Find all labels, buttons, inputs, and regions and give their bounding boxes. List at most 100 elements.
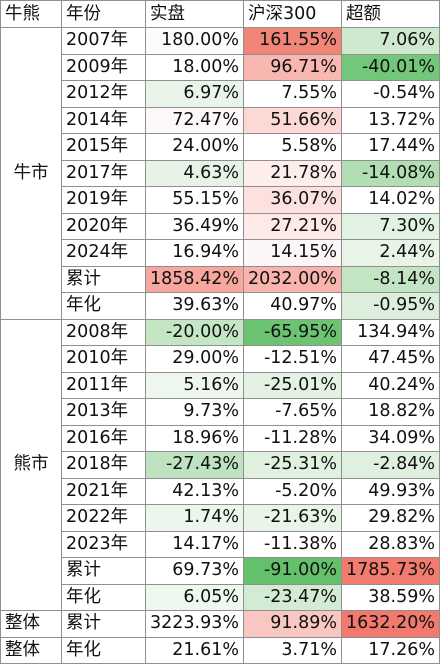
excess-cell[interactable]: 7.06% [340,27,440,55]
hs300-cell[interactable]: -25.31% [242,451,342,479]
year-cell[interactable]: 2012年 [61,80,146,108]
header-cell-hs300[interactable]: 沪深300 [242,0,342,28]
shipan-cell[interactable]: 36.49% [144,212,244,240]
shipan-cell[interactable]: 21.61% [144,636,244,664]
hs300-cell[interactable]: 5.58% [242,133,342,161]
shipan-cell[interactable]: 3223.93% [144,610,244,638]
excess-cell[interactable]: 1785.73% [340,557,440,585]
hs300-cell[interactable]: 91.89% [242,610,342,638]
year-cell[interactable]: 2024年 [61,239,146,267]
shipan-cell[interactable]: 18.96% [144,424,244,452]
shipan-cell[interactable]: 72.47% [144,106,244,134]
group-label-cell[interactable]: 熊市 [0,318,63,611]
shipan-cell[interactable]: 6.05% [144,583,244,611]
hs300-cell[interactable]: 3.71% [242,636,342,664]
year-cell[interactable]: 2022年 [61,504,146,532]
year-cell[interactable]: 2023年 [61,530,146,558]
hs300-cell[interactable]: 27.21% [242,212,342,240]
header-cell-year[interactable]: 年份 [61,0,146,28]
excess-cell[interactable]: 40.24% [340,371,440,399]
year-cell[interactable]: 年化 [61,292,146,320]
excess-cell[interactable]: -0.95% [340,292,440,320]
excess-cell[interactable]: 13.72% [340,106,440,134]
hs300-cell[interactable]: -11.28% [242,424,342,452]
header-cell-shipan[interactable]: 实盘 [144,0,244,28]
hs300-cell[interactable]: 14.15% [242,239,342,267]
year-cell[interactable]: 2015年 [61,133,146,161]
hs300-cell[interactable]: 7.55% [242,80,342,108]
year-cell[interactable]: 累计 [61,610,146,638]
excess-cell[interactable]: 17.26% [340,636,440,664]
year-cell[interactable]: 2021年 [61,477,146,505]
year-cell[interactable]: 2018年 [61,451,146,479]
hs300-cell[interactable]: 51.66% [242,106,342,134]
hs300-cell[interactable]: 40.97% [242,292,342,320]
shipan-cell[interactable]: 14.17% [144,530,244,558]
hs300-cell[interactable]: -65.95% [242,318,342,346]
excess-cell[interactable]: -8.14% [340,265,440,293]
hs300-cell[interactable]: -23.47% [242,583,342,611]
year-cell[interactable]: 2010年 [61,345,146,373]
hs300-cell[interactable]: -7.65% [242,398,342,426]
hs300-cell[interactable]: 21.78% [242,159,342,187]
shipan-cell[interactable]: 180.00% [144,27,244,55]
year-cell[interactable]: 2009年 [61,53,146,81]
hs300-cell[interactable]: -5.20% [242,477,342,505]
shipan-cell[interactable]: 4.63% [144,159,244,187]
excess-cell[interactable]: 47.45% [340,345,440,373]
shipan-cell[interactable]: 16.94% [144,239,244,267]
year-cell[interactable]: 2016年 [61,424,146,452]
excess-cell[interactable]: 29.82% [340,504,440,532]
header-cell-excess[interactable]: 超额 [340,0,440,28]
shipan-cell[interactable]: 24.00% [144,133,244,161]
excess-cell[interactable]: 18.82% [340,398,440,426]
shipan-cell[interactable]: 29.00% [144,345,244,373]
excess-cell[interactable]: -40.01% [340,53,440,81]
year-cell[interactable]: 累计 [61,557,146,585]
shipan-cell[interactable]: 1.74% [144,504,244,532]
year-cell[interactable]: 2014年 [61,106,146,134]
hs300-cell[interactable]: -25.01% [242,371,342,399]
year-cell[interactable]: 2019年 [61,186,146,214]
year-cell[interactable]: 2008年 [61,318,146,346]
hs300-cell[interactable]: 2032.00% [242,265,342,293]
excess-cell[interactable]: -2.84% [340,451,440,479]
excess-cell[interactable]: 38.59% [340,583,440,611]
overall-label-cell[interactable]: 整体 [0,610,63,638]
shipan-cell[interactable]: 69.73% [144,557,244,585]
group-label-cell[interactable]: 牛市 [0,27,63,320]
excess-cell[interactable]: 1632.20% [340,610,440,638]
header-cell-market[interactable]: 牛熊 [0,0,63,28]
hs300-cell[interactable]: 161.55% [242,27,342,55]
hs300-cell[interactable]: 36.07% [242,186,342,214]
year-cell[interactable]: 2020年 [61,212,146,240]
year-cell[interactable]: 2011年 [61,371,146,399]
hs300-cell[interactable]: 96.71% [242,53,342,81]
shipan-cell[interactable]: 39.63% [144,292,244,320]
excess-cell[interactable]: 14.02% [340,186,440,214]
shipan-cell[interactable]: 18.00% [144,53,244,81]
shipan-cell[interactable]: 6.97% [144,80,244,108]
year-cell[interactable]: 2017年 [61,159,146,187]
excess-cell[interactable]: 7.30% [340,212,440,240]
excess-cell[interactable]: 2.44% [340,239,440,267]
excess-cell[interactable]: 17.44% [340,133,440,161]
overall-label-cell[interactable]: 整体 [0,636,63,664]
excess-cell[interactable]: 49.93% [340,477,440,505]
excess-cell[interactable]: 134.94% [340,318,440,346]
excess-cell[interactable]: -0.54% [340,80,440,108]
shipan-cell[interactable]: -27.43% [144,451,244,479]
shipan-cell[interactable]: 5.16% [144,371,244,399]
excess-cell[interactable]: 34.09% [340,424,440,452]
shipan-cell[interactable]: -20.00% [144,318,244,346]
excess-cell[interactable]: -14.08% [340,159,440,187]
hs300-cell[interactable]: -12.51% [242,345,342,373]
hs300-cell[interactable]: -11.38% [242,530,342,558]
shipan-cell[interactable]: 9.73% [144,398,244,426]
shipan-cell[interactable]: 55.15% [144,186,244,214]
shipan-cell[interactable]: 1858.42% [144,265,244,293]
shipan-cell[interactable]: 42.13% [144,477,244,505]
year-cell[interactable]: 累计 [61,265,146,293]
year-cell[interactable]: 年化 [61,636,146,664]
year-cell[interactable]: 2007年 [61,27,146,55]
